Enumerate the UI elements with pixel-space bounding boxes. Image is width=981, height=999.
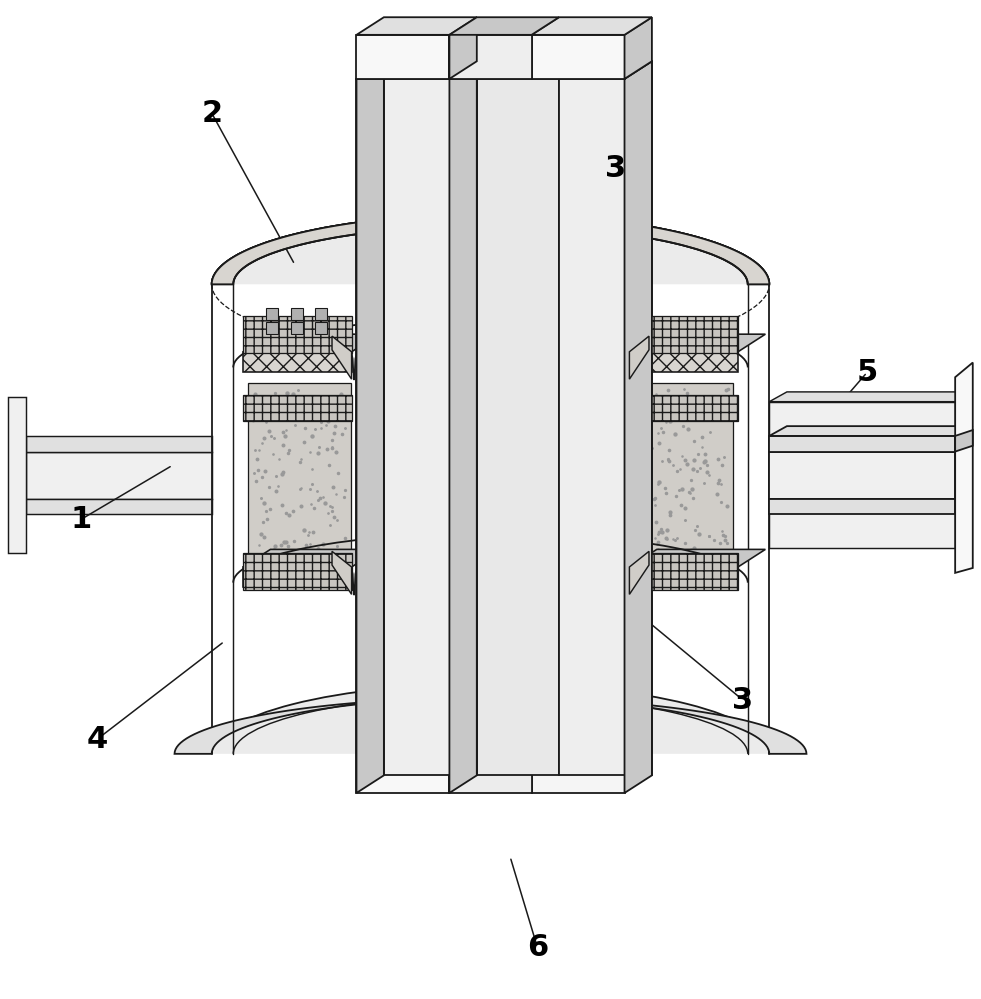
Polygon shape [625,61,652,793]
Text: 3: 3 [605,155,626,184]
Polygon shape [356,61,384,793]
Polygon shape [630,551,649,594]
Polygon shape [630,352,738,373]
Polygon shape [243,553,351,590]
Polygon shape [356,35,449,79]
Polygon shape [630,396,738,422]
Polygon shape [26,452,212,499]
Polygon shape [631,383,733,567]
Polygon shape [477,61,559,775]
Text: 3: 3 [733,685,753,714]
Polygon shape [356,17,477,35]
Polygon shape [248,383,350,567]
Text: 4: 4 [86,724,108,753]
Polygon shape [769,509,955,548]
FancyBboxPatch shape [316,308,327,320]
Polygon shape [332,551,351,594]
Polygon shape [356,61,477,79]
Polygon shape [625,17,652,79]
FancyBboxPatch shape [316,323,327,335]
Polygon shape [356,79,449,793]
Polygon shape [384,61,477,775]
Polygon shape [532,17,652,35]
Polygon shape [532,35,625,79]
Polygon shape [26,436,212,452]
Polygon shape [243,316,351,353]
Text: 1: 1 [71,504,92,533]
Polygon shape [332,336,351,380]
Polygon shape [630,553,738,590]
Polygon shape [449,17,477,79]
Polygon shape [769,436,955,452]
Polygon shape [630,316,738,353]
Polygon shape [769,452,955,499]
Polygon shape [532,79,625,793]
Polygon shape [243,567,351,587]
Text: 2: 2 [201,99,223,128]
Polygon shape [769,392,973,402]
Polygon shape [630,549,765,567]
Polygon shape [532,61,652,79]
Polygon shape [243,352,351,373]
Polygon shape [243,549,379,567]
Text: 6: 6 [527,933,548,962]
Polygon shape [559,61,652,775]
Polygon shape [26,499,212,514]
Polygon shape [955,430,973,452]
Polygon shape [243,396,351,422]
Polygon shape [8,397,26,553]
Polygon shape [769,427,973,436]
Polygon shape [243,335,379,352]
Polygon shape [630,335,765,352]
FancyBboxPatch shape [267,323,279,335]
Polygon shape [449,79,532,793]
Polygon shape [769,499,955,514]
FancyBboxPatch shape [291,308,303,320]
Polygon shape [769,402,955,441]
Polygon shape [630,336,649,380]
Polygon shape [212,214,769,285]
Polygon shape [769,500,973,509]
Polygon shape [212,214,769,285]
Polygon shape [175,697,806,754]
FancyBboxPatch shape [291,323,303,335]
Text: 5: 5 [856,358,878,387]
Polygon shape [449,61,477,793]
Polygon shape [212,214,769,754]
Polygon shape [449,61,559,79]
Polygon shape [449,35,532,79]
Polygon shape [449,17,559,35]
FancyBboxPatch shape [267,308,279,320]
Polygon shape [955,363,973,572]
Polygon shape [630,567,738,587]
